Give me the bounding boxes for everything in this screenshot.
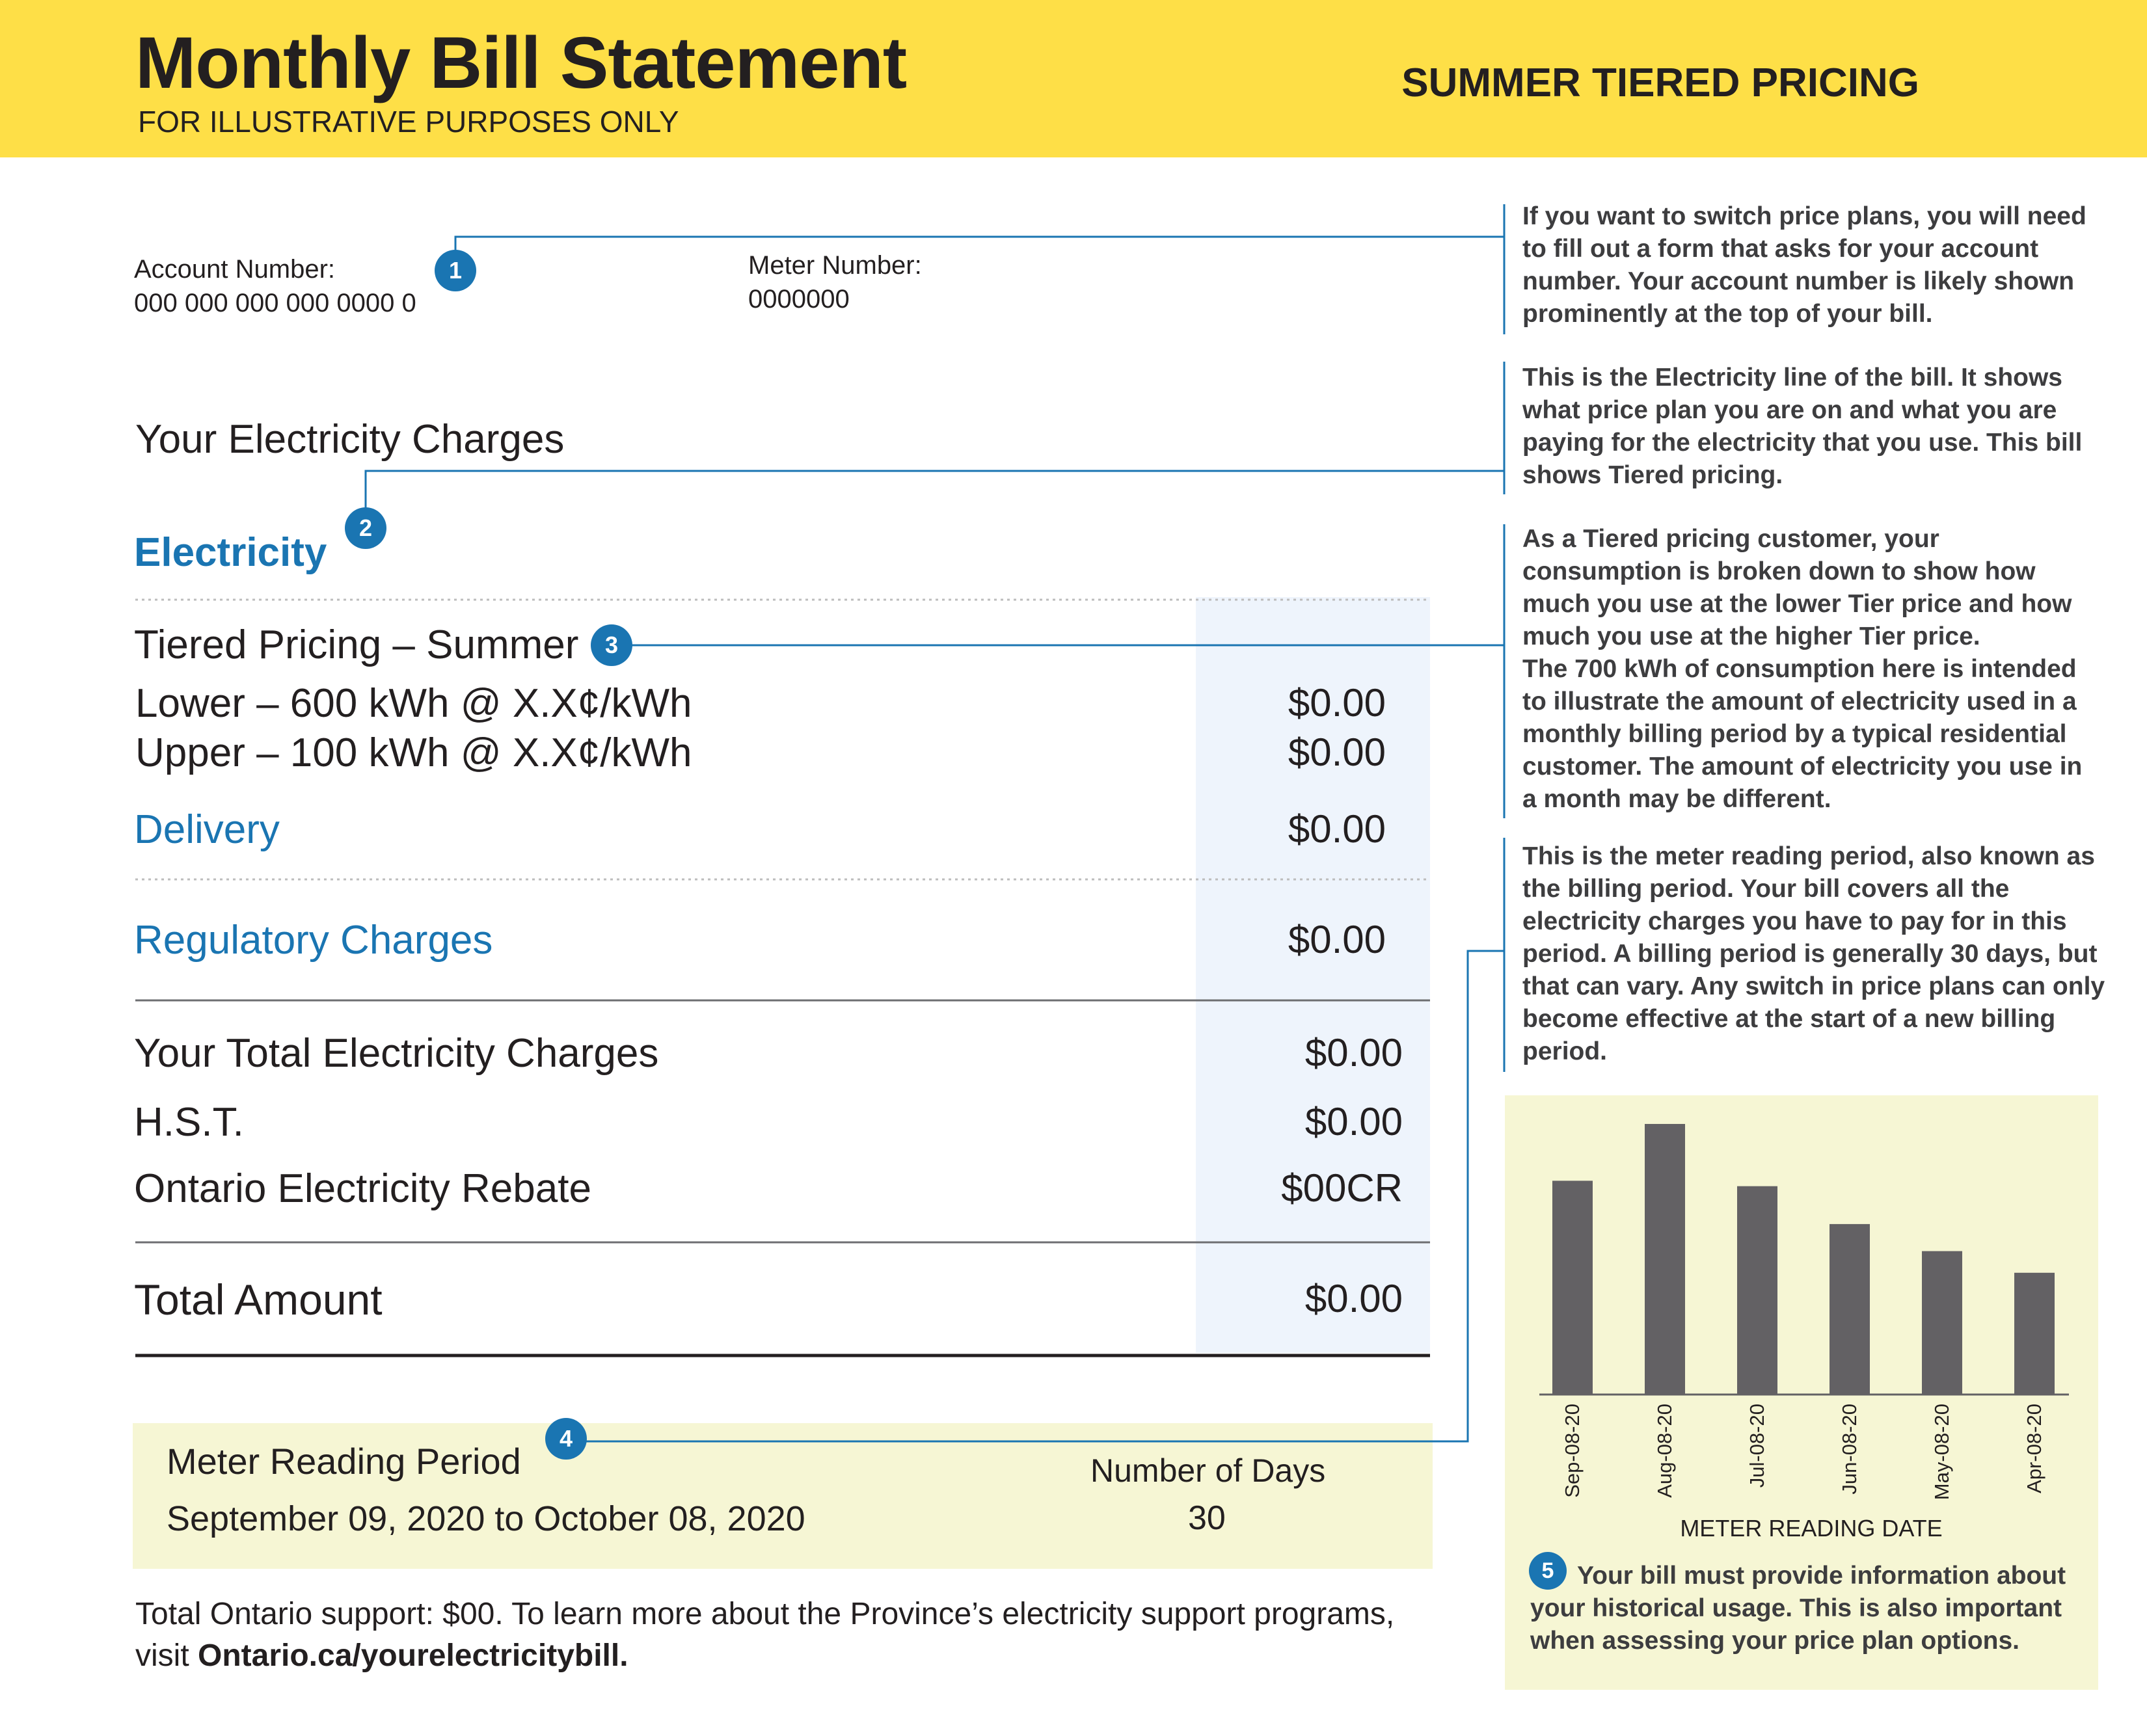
regulatory-charges-amount: $0.00 (1288, 918, 1386, 961)
number-of-days-value: 30 (1188, 1499, 1226, 1537)
chart-tick-label: Apr-08-20 (2023, 1404, 2046, 1493)
chart-bar (1830, 1223, 1870, 1395)
number-of-days-label: Number of Days (1090, 1452, 1326, 1489)
page-subtitle: FOR ILLUSTRATIVE PURPOSES ONLY (138, 105, 679, 139)
total-electricity-label: Your Total Electricity Charges (134, 1031, 659, 1076)
lower-tier-amount: $0.00 (1288, 681, 1386, 725)
account-number-value: 000 000 000 000 0000 0 (134, 289, 416, 317)
upper-tier-label: Upper – 100 kWh @ X.X¢/kWh (135, 730, 692, 775)
chart-bar (1645, 1124, 1685, 1395)
pricing-plan-label: SUMMER TIERED PRICING (1401, 60, 1919, 105)
badge-1: 1 (435, 250, 476, 291)
chart-bar (1922, 1251, 1962, 1395)
chart-bar (1737, 1186, 1777, 1395)
regulatory-charges-label: Regulatory Charges (134, 918, 493, 963)
delivery-amount: $0.00 (1288, 807, 1386, 851)
meter-number-value: 0000000 (748, 285, 850, 314)
callout-electricity-line: This is the Electricity line of the bill… (1522, 364, 2083, 489)
usage-chart-panel (1505, 1095, 2098, 1690)
ontario-rebate-label: Ontario Electricity Rebate (134, 1166, 591, 1211)
chart-tick-label: Aug-08-20 (1653, 1404, 1676, 1498)
callout-tiered-pricing: As a Tiered pricing customer, your consu… (1522, 523, 2095, 816)
callout-tiered-pricing-part2: The 700 kWh of consumption here is inten… (1522, 655, 2083, 813)
total-amount-label: Total Amount (134, 1275, 383, 1324)
callout-tiered-pricing-part1: As a Tiered pricing customer, your consu… (1522, 525, 2072, 650)
electricity-label: Electricity (134, 530, 327, 575)
chart-tick-label: May-08-20 (1930, 1404, 1953, 1500)
chart-tick-label: Jun-08-20 (1838, 1404, 1861, 1495)
delivery-label: Delivery (134, 807, 280, 852)
header-banner (0, 0, 2147, 157)
chart-tick-label: Sep-08-20 (1561, 1404, 1584, 1498)
support-text: Total Ontario support: $00. To learn mor… (135, 1597, 1395, 1631)
callout-historical-usage: Your bill must provide information about… (1530, 1562, 2066, 1655)
hst-amount: $0.00 (1304, 1100, 1403, 1143)
visit-prefix: visit (135, 1638, 198, 1673)
page-title: Monthly Bill Statement (135, 22, 907, 103)
callout-meter-reading: This is the meter reading period, also k… (1522, 842, 2105, 1065)
meter-reading-period-value: September 09, 2020 to October 08, 2020 (167, 1499, 805, 1538)
meter-number-label: Meter Number: (748, 251, 922, 280)
chart-tick-label: Jul-08-20 (1746, 1404, 1768, 1488)
support-link-line: visit Ontario.ca/yourelectricitybill. (135, 1638, 628, 1674)
tiered-pricing-heading: Tiered Pricing – Summer (134, 622, 579, 667)
badge-2: 2 (345, 507, 386, 549)
chart-x-axis-label: METER READING DATE (1680, 1515, 1942, 1542)
amount-column-shade (1196, 597, 1430, 1353)
upper-tier-amount: $0.00 (1288, 730, 1386, 774)
callout-account-number: If you want to switch price plans, you w… (1522, 202, 2086, 328)
badge-4: 4 (545, 1418, 587, 1460)
ontario-support-link[interactable]: Ontario.ca/yourelectricitybill. (198, 1638, 628, 1673)
account-number-label: Account Number: (134, 255, 336, 284)
total-amount-value: $0.00 (1304, 1277, 1403, 1320)
electricity-charges-heading: Your Electricity Charges (135, 417, 565, 462)
ontario-rebate-amount: $00CR (1281, 1166, 1403, 1210)
hst-label: H.S.T. (134, 1100, 244, 1145)
chart-bar (1552, 1181, 1593, 1395)
badge-3: 3 (591, 624, 632, 666)
meter-reading-period-label: Meter Reading Period (167, 1441, 521, 1482)
total-electricity-amount: $0.00 (1304, 1031, 1403, 1075)
badge-5: 5 (1529, 1552, 1567, 1590)
lower-tier-label: Lower – 600 kWh @ X.X¢/kWh (135, 681, 692, 726)
meter-reading-box (133, 1423, 1433, 1569)
chart-bar (2014, 1272, 2055, 1395)
